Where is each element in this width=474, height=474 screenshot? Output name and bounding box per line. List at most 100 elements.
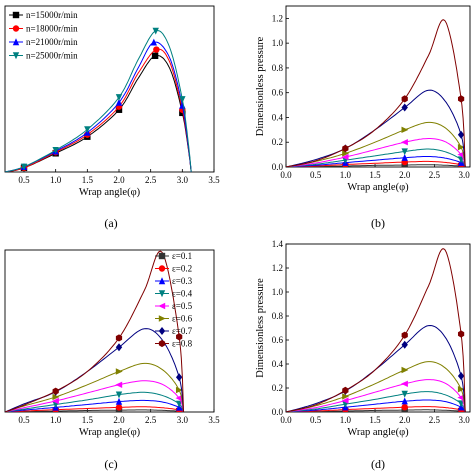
y-tick-label: 1.0 (272, 287, 284, 297)
chart-panel-c: 0.5 1.0 1.5 2.0 2.5 3.0 3.5 Wrap angle(φ) ε=0.1 ε… (4, 249, 220, 438)
legend-item-label: n=15000r/min (26, 10, 78, 20)
panel-label-d: (d) (371, 457, 385, 471)
series-marker-4 (341, 397, 349, 404)
legend-marker-1 (158, 265, 166, 272)
legend-item-label: ε=0.1 (172, 251, 192, 261)
x-tick-label: 0.0 (280, 415, 292, 425)
x-tick-label: 1.0 (50, 415, 62, 425)
legend-item-label: ε=0.6 (172, 314, 193, 324)
series-marker-5 (52, 393, 60, 401)
legend-item-label: ε=0.3 (172, 276, 193, 286)
series-marker-1 (401, 404, 408, 411)
series-marker-7 (457, 95, 465, 103)
x-tick-label: 0.5 (18, 175, 30, 185)
series-marker-6 (457, 372, 465, 380)
x-axis-label: Wrap angle(φ) (347, 427, 409, 438)
series-marker-6 (175, 373, 183, 382)
series-marker-2 (115, 397, 123, 405)
plot-area (5, 27, 192, 172)
x-tick-label: 2.5 (145, 415, 157, 425)
legend-marker-2 (12, 38, 20, 46)
y-axis-label: Dimensionless pressure (255, 278, 266, 378)
x-axis-label: Wrap angle(φ) (79, 427, 141, 438)
series-marker-3 (115, 94, 123, 101)
legend-item-label: ε=0.8 (172, 339, 193, 349)
series-marker-7 (342, 386, 349, 394)
series-marker-5 (401, 366, 409, 374)
x-tick-label: 3.0 (458, 415, 470, 425)
series-line-5 (5, 362, 185, 412)
y-tick-label: 0.8 (272, 63, 284, 73)
series-marker-2 (401, 154, 408, 161)
series-marker-3 (179, 96, 186, 104)
series-marker-7 (52, 387, 59, 395)
x-tick-label: 2.0 (113, 175, 125, 185)
series-marker-6 (457, 130, 465, 139)
plot-area (286, 248, 466, 412)
series-marker-1 (153, 46, 160, 53)
legend-item-label: ε=0.4 (172, 289, 193, 299)
legend-marker-1 (12, 25, 20, 32)
series-marker-4 (341, 153, 349, 161)
legend-marker-0 (12, 11, 20, 19)
x-tick-label: 3.0 (177, 175, 189, 185)
series-marker-5 (115, 368, 123, 375)
legend-marker-0 (158, 252, 166, 260)
series-marker-1 (115, 404, 123, 411)
legend-marker-4 (158, 302, 166, 310)
y-tick-label: 1.0 (272, 38, 284, 48)
x-axis-label: Wrap angle(φ) (79, 187, 141, 198)
plot-frame (4, 249, 215, 413)
legend-item-label: ε=0.2 (172, 264, 192, 274)
plot-frame (285, 243, 471, 413)
y-tick-label: 0.4 (272, 359, 284, 369)
series-marker-5 (342, 150, 350, 157)
x-tick-label: 3.5 (208, 415, 220, 425)
x-tick-label: 0.0 (280, 170, 292, 180)
x-tick-label: 3.5 (208, 175, 220, 185)
chart-panel-a: 0.5 1.0 1.5 2.0 2.5 3.0 3.5 Wrap angle(φ) n=1500… (4, 5, 220, 198)
series-marker-3 (52, 147, 59, 154)
series-marker-3 (20, 163, 28, 171)
x-axis-label: Wrap angle(φ) (347, 182, 409, 193)
series-marker-7 (115, 334, 123, 342)
x-tick-label: 2.5 (145, 175, 157, 185)
series-line-0 (5, 55, 192, 172)
panel-label-c: (c) (104, 457, 117, 471)
series-marker-3 (175, 400, 183, 408)
y-tick-label: 0.6 (272, 335, 284, 345)
series-line-1 (5, 48, 192, 172)
series-marker-7 (176, 333, 183, 341)
series-marker-6 (401, 340, 408, 349)
legend-item-label: ε=0.7 (172, 326, 193, 336)
x-tick-label: 3.0 (458, 170, 470, 180)
series-marker-7 (342, 144, 349, 153)
series-marker-5 (401, 126, 409, 134)
series-line-3 (286, 148, 466, 167)
panel-label-b: (b) (371, 216, 385, 230)
panel-label-a: (a) (104, 216, 117, 230)
series-marker-0 (151, 52, 159, 59)
x-tick-label: 2.0 (399, 415, 411, 425)
x-tick-label: 2.5 (429, 415, 441, 425)
y-tick-label: 0.2 (272, 383, 283, 393)
plot-area (286, 19, 466, 167)
series-marker-7 (401, 331, 408, 339)
x-tick-label: 2.0 (113, 415, 125, 425)
series-marker-2 (115, 98, 123, 106)
y-tick-label: 0.0 (272, 407, 284, 417)
x-tick-label: 1.5 (82, 415, 94, 425)
series-marker-4 (401, 380, 408, 387)
x-tick-label: 1.0 (340, 170, 352, 180)
series-line-3 (5, 30, 192, 172)
series-marker-2 (150, 38, 158, 46)
legend-item-label: n=25000r/min (26, 51, 78, 61)
series-marker-4 (51, 397, 59, 405)
legend-marker-2 (158, 277, 166, 285)
plot-area (5, 250, 185, 412)
legend-marker-6 (158, 327, 166, 335)
series-marker-5 (457, 386, 465, 393)
x-tick-label: 3.0 (177, 415, 189, 425)
chart-panel-b: 0.0 0.5 1.0 1.5 2.0 2.5 3.0 0.0 0.2 0.4 0.6 0.8 1.0 1… (255, 5, 471, 193)
